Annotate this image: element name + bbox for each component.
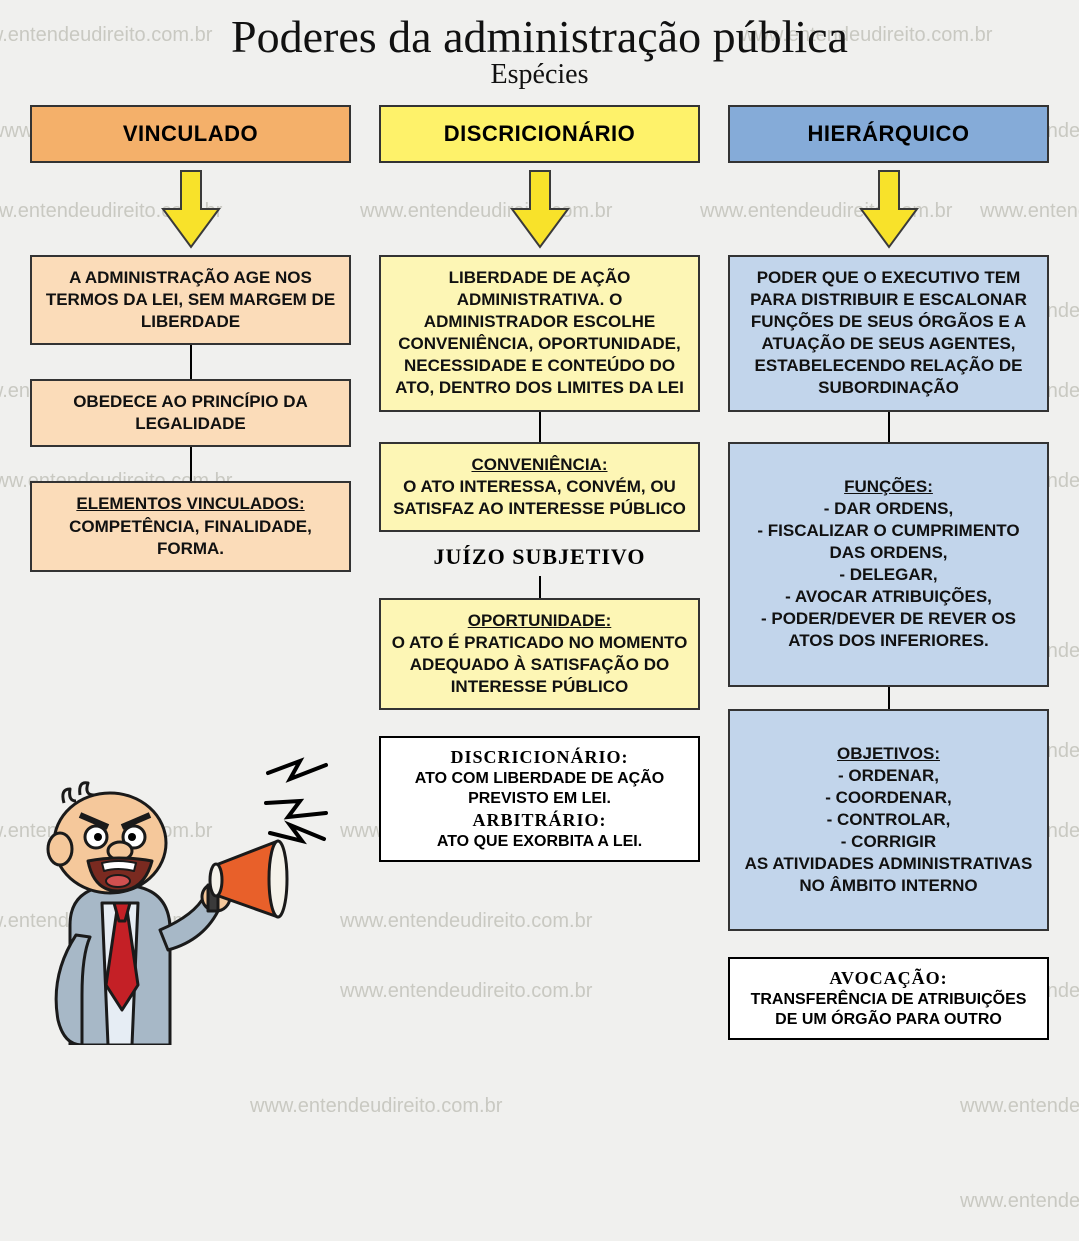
box-discric-1: LIBERDADE DE AÇÃO ADMINISTRATIVA. O ADMI… <box>379 255 700 412</box>
box-label: OBJETIVOS: <box>837 744 940 763</box>
box-label: FUNÇÕES: <box>844 477 933 496</box>
arrow-icon <box>159 167 223 251</box>
box-hier-2: FUNÇÕES: - DAR ORDENS, - FISCALIZAR O CU… <box>728 442 1049 687</box>
connector <box>190 345 192 379</box>
arrow-icon <box>857 167 921 251</box>
note-avocacao: AVOCAÇÃO: TRANSFERÊNCIA DE ATRIBUIÇÕES D… <box>728 957 1049 1040</box>
sound-lines-icon <box>260 745 370 860</box>
note-label: DISCRICIONÁRIO: <box>450 747 628 767</box>
box-text: COMPETÊNCIA, FINALIDADE, FORMA. <box>69 517 312 558</box>
header-hierarquico: HIERÁRQUICO <box>728 105 1049 163</box>
note-label: AVOCAÇÃO: <box>829 968 947 988</box>
note-discric-vs-arbitrario: DISCRICIONÁRIO: ATO COM LIBERDADE DE AÇÃ… <box>379 736 700 862</box>
box-text: O ATO INTERESSA, CONVÉM, OU SATISFAZ AO … <box>393 477 686 518</box>
watermark: www.entendeudireito.com.br <box>960 1095 1079 1118</box>
column-discricionario: DISCRICIONÁRIO LIBERDADE DE AÇÃO ADMINIS… <box>379 105 700 1040</box>
connector <box>888 412 890 442</box>
note-text: ATO QUE EXORBITA A LEI. <box>437 833 642 850</box>
box-vinculado-2: OBEDECE AO PRINCÍPIO DA LEGALIDADE <box>30 379 351 447</box>
box-vinculado-3: ELEMENTOS VINCULADOS: COMPETÊNCIA, FINAL… <box>30 481 351 571</box>
box-label: ELEMENTOS VINCULADOS: <box>76 494 304 513</box>
column-hierarquico: HIERÁRQUICO PODER QUE O EXECUTIVO TEM PA… <box>728 105 1049 1040</box>
connector <box>190 447 192 481</box>
box-vinculado-1: A ADMINISTRAÇÃO AGE NOS TERMOS DA LEI, S… <box>30 255 351 345</box>
box-hier-3: OBJETIVOS: - ORDENAR, - COORDENAR, - CON… <box>728 709 1049 932</box>
note-label: ARBITRÁRIO: <box>472 810 606 830</box>
connector <box>539 576 541 598</box>
header-vinculado: VINCULADO <box>30 105 351 163</box>
watermark: www.entendeudireito.com.br <box>960 1190 1079 1213</box>
mascot-megaphone-icon <box>10 745 290 1050</box>
connector <box>539 412 541 442</box>
box-text: O ATO É PRATICADO NO MOMENTO ADEQUADO À … <box>392 633 688 696</box>
box-text: - DAR ORDENS, - FISCALIZAR O CUMPRIMENTO… <box>740 498 1037 653</box>
header-discricionario: DISCRICIONÁRIO <box>379 105 700 163</box>
arrow-icon <box>508 167 572 251</box>
box-text: - ORDENAR, - COORDENAR, - CONTROLAR, - C… <box>740 765 1037 898</box>
box-label: CONVENIÊNCIA: <box>471 455 607 474</box>
watermark: www.entendeudireito.com.br <box>250 1095 502 1118</box>
box-discric-3: OPORTUNIDADE: O ATO É PRATICADO NO MOMEN… <box>379 598 700 710</box>
note-text: TRANSFERÊNCIA DE ATRIBUIÇÕES DE UM ÓRGÃO… <box>751 991 1027 1028</box>
mid-label-juizo: JUÍZO SUBJETIVO <box>433 544 645 570</box>
box-discric-2: CONVENIÊNCIA: O ATO INTERESSA, CONVÉM, O… <box>379 442 700 532</box>
note-text: ATO COM LIBERDADE DE AÇÃO PREVISTO EM LE… <box>415 770 664 807</box>
box-hier-1: PODER QUE O EXECUTIVO TEM PARA DISTRIBUI… <box>728 255 1049 412</box>
box-label: OPORTUNIDADE: <box>468 611 612 630</box>
page-title: Poderes da administração pública <box>30 10 1049 63</box>
connector <box>888 687 890 709</box>
page-subtitle: Espécies <box>30 59 1049 91</box>
